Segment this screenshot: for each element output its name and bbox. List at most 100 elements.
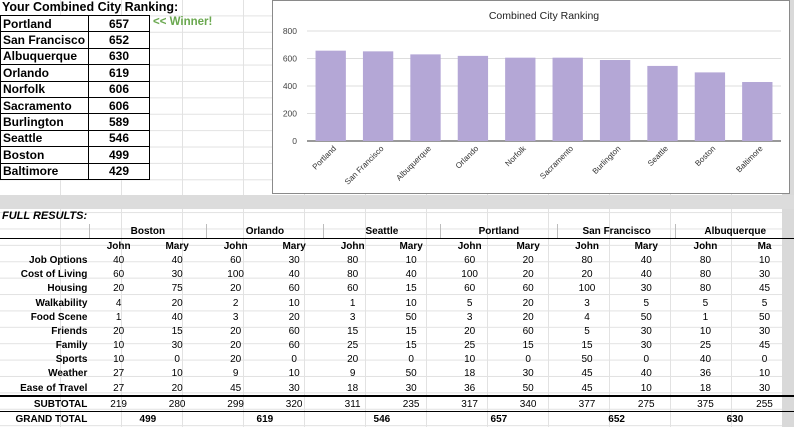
city-header[interactable]: Seattle [322,224,441,240]
city-header[interactable]: San Francisco [556,224,676,240]
score-cell[interactable]: 80 [347,254,359,266]
score-cell[interactable]: 45 [230,382,242,394]
score-cell[interactable]: 3 [466,311,473,323]
score-cell[interactable]: 15 [405,325,417,337]
subtotal-cell[interactable]: 377 [557,395,617,412]
score-cell[interactable]: 40 [288,269,300,281]
score-cell[interactable]: 75 [171,283,183,295]
subtotal-cell[interactable]: 255 [735,395,794,412]
ranking-score[interactable]: 652 [88,31,150,49]
ranking-city[interactable]: Sacramento [0,96,89,115]
score-cell[interactable]: 18 [699,382,712,394]
subtotal-cell[interactable]: 375 [675,395,736,412]
score-cell[interactable]: 60 [464,254,476,266]
score-cell[interactable]: 4 [584,311,590,323]
score-cell[interactable]: 40 [699,354,712,366]
ranking-score[interactable]: 589 [88,113,150,131]
person-header[interactable]: John [575,240,599,252]
score-cell[interactable]: 9 [232,368,239,380]
subtotal-cell[interactable]: 320 [264,395,324,412]
score-cell[interactable]: 10 [699,325,712,337]
score-cell[interactable]: 30 [758,269,771,281]
ranking-score[interactable]: 429 [88,162,150,180]
ranking-city[interactable]: Norfolk [0,80,89,98]
grand-total-cell[interactable]: 499 [89,411,207,427]
ranking-score[interactable]: 630 [88,47,150,66]
score-cell[interactable]: 45 [581,382,593,394]
score-cell[interactable]: 20 [347,354,359,366]
subtotal-cell[interactable]: 275 [616,395,676,412]
score-cell[interactable]: 20 [581,269,593,281]
city-header[interactable]: Portland [439,224,558,240]
person-header[interactable]: John [340,240,365,252]
score-cell[interactable]: 1 [702,311,709,323]
score-cell[interactable]: 40 [113,254,125,266]
score-cell[interactable]: 25 [347,340,359,352]
score-cell[interactable]: 20 [171,382,183,394]
score-cell[interactable]: 60 [230,254,242,266]
score-cell[interactable]: 30 [640,325,652,337]
score-cell[interactable]: 30 [288,254,300,266]
score-cell[interactable]: 40 [171,311,183,323]
score-cell[interactable]: 80 [581,254,593,266]
ranking-score[interactable]: 499 [88,146,150,164]
score-cell[interactable]: 10 [113,354,125,366]
score-cell[interactable]: 50 [405,311,417,323]
score-cell[interactable]: 10 [288,297,300,309]
score-cell[interactable]: 15 [405,283,417,295]
subtotal-cell[interactable]: 317 [440,395,499,412]
score-cell[interactable]: 45 [758,283,771,295]
score-cell[interactable]: 15 [347,325,359,337]
score-cell[interactable]: 100 [461,269,478,281]
score-cell[interactable]: 20 [522,311,534,323]
score-cell[interactable]: 40 [640,254,652,266]
score-cell[interactable]: 80 [699,254,712,266]
score-cell[interactable]: 40 [640,368,652,380]
score-cell[interactable]: 3 [232,311,239,323]
ranking-score[interactable]: 606 [88,80,150,98]
score-cell[interactable]: 10 [405,254,417,266]
person-header[interactable]: Mary [282,240,306,252]
score-cell[interactable]: 3 [584,297,590,309]
score-cell[interactable]: 25 [464,340,476,352]
score-cell[interactable]: 15 [522,340,534,352]
score-cell[interactable]: 0 [291,354,297,366]
person-header[interactable]: Mary [399,240,423,252]
person-header[interactable]: Mary [165,240,189,252]
score-cell[interactable]: 80 [699,269,712,281]
score-cell[interactable]: 30 [758,325,771,337]
score-cell[interactable]: 20 [230,340,242,352]
grand-total-cell[interactable]: 657 [440,411,558,427]
score-cell[interactable]: 10 [640,382,652,394]
score-cell[interactable]: 20 [230,354,242,366]
person-header[interactable]: John [693,240,718,252]
score-cell[interactable]: 0 [761,354,768,366]
ranking-score[interactable]: 546 [88,129,150,148]
ranking-city[interactable]: San Francisco [0,31,89,49]
score-cell[interactable]: 30 [171,340,183,352]
score-cell[interactable]: 50 [640,311,652,323]
score-cell[interactable]: 20 [113,325,125,337]
score-cell[interactable]: 50 [522,382,534,394]
score-cell[interactable]: 50 [405,368,417,380]
score-cell[interactable]: 36 [464,382,476,394]
score-cell[interactable]: 20 [113,283,125,295]
score-cell[interactable]: 10 [288,368,300,380]
score-cell[interactable]: 40 [171,254,183,266]
score-cell[interactable]: 20 [464,325,476,337]
ranking-city[interactable]: Portland [0,14,89,33]
subtotal-cell[interactable]: 311 [323,395,382,412]
score-cell[interactable]: 80 [347,269,359,281]
score-cell[interactable]: 30 [522,368,534,380]
score-cell[interactable]: 100 [578,283,596,295]
score-cell[interactable]: 60 [347,283,359,295]
ranking-score[interactable]: 657 [88,14,150,33]
person-header[interactable]: Mary [634,240,658,252]
ranking-score[interactable]: 619 [88,64,150,82]
score-cell[interactable]: 100 [227,269,244,281]
score-cell[interactable]: 60 [522,283,534,295]
score-cell[interactable]: 20 [522,254,534,266]
score-cell[interactable]: 5 [466,297,473,309]
score-cell[interactable]: 10 [758,368,771,380]
score-cell[interactable]: 20 [522,269,534,281]
